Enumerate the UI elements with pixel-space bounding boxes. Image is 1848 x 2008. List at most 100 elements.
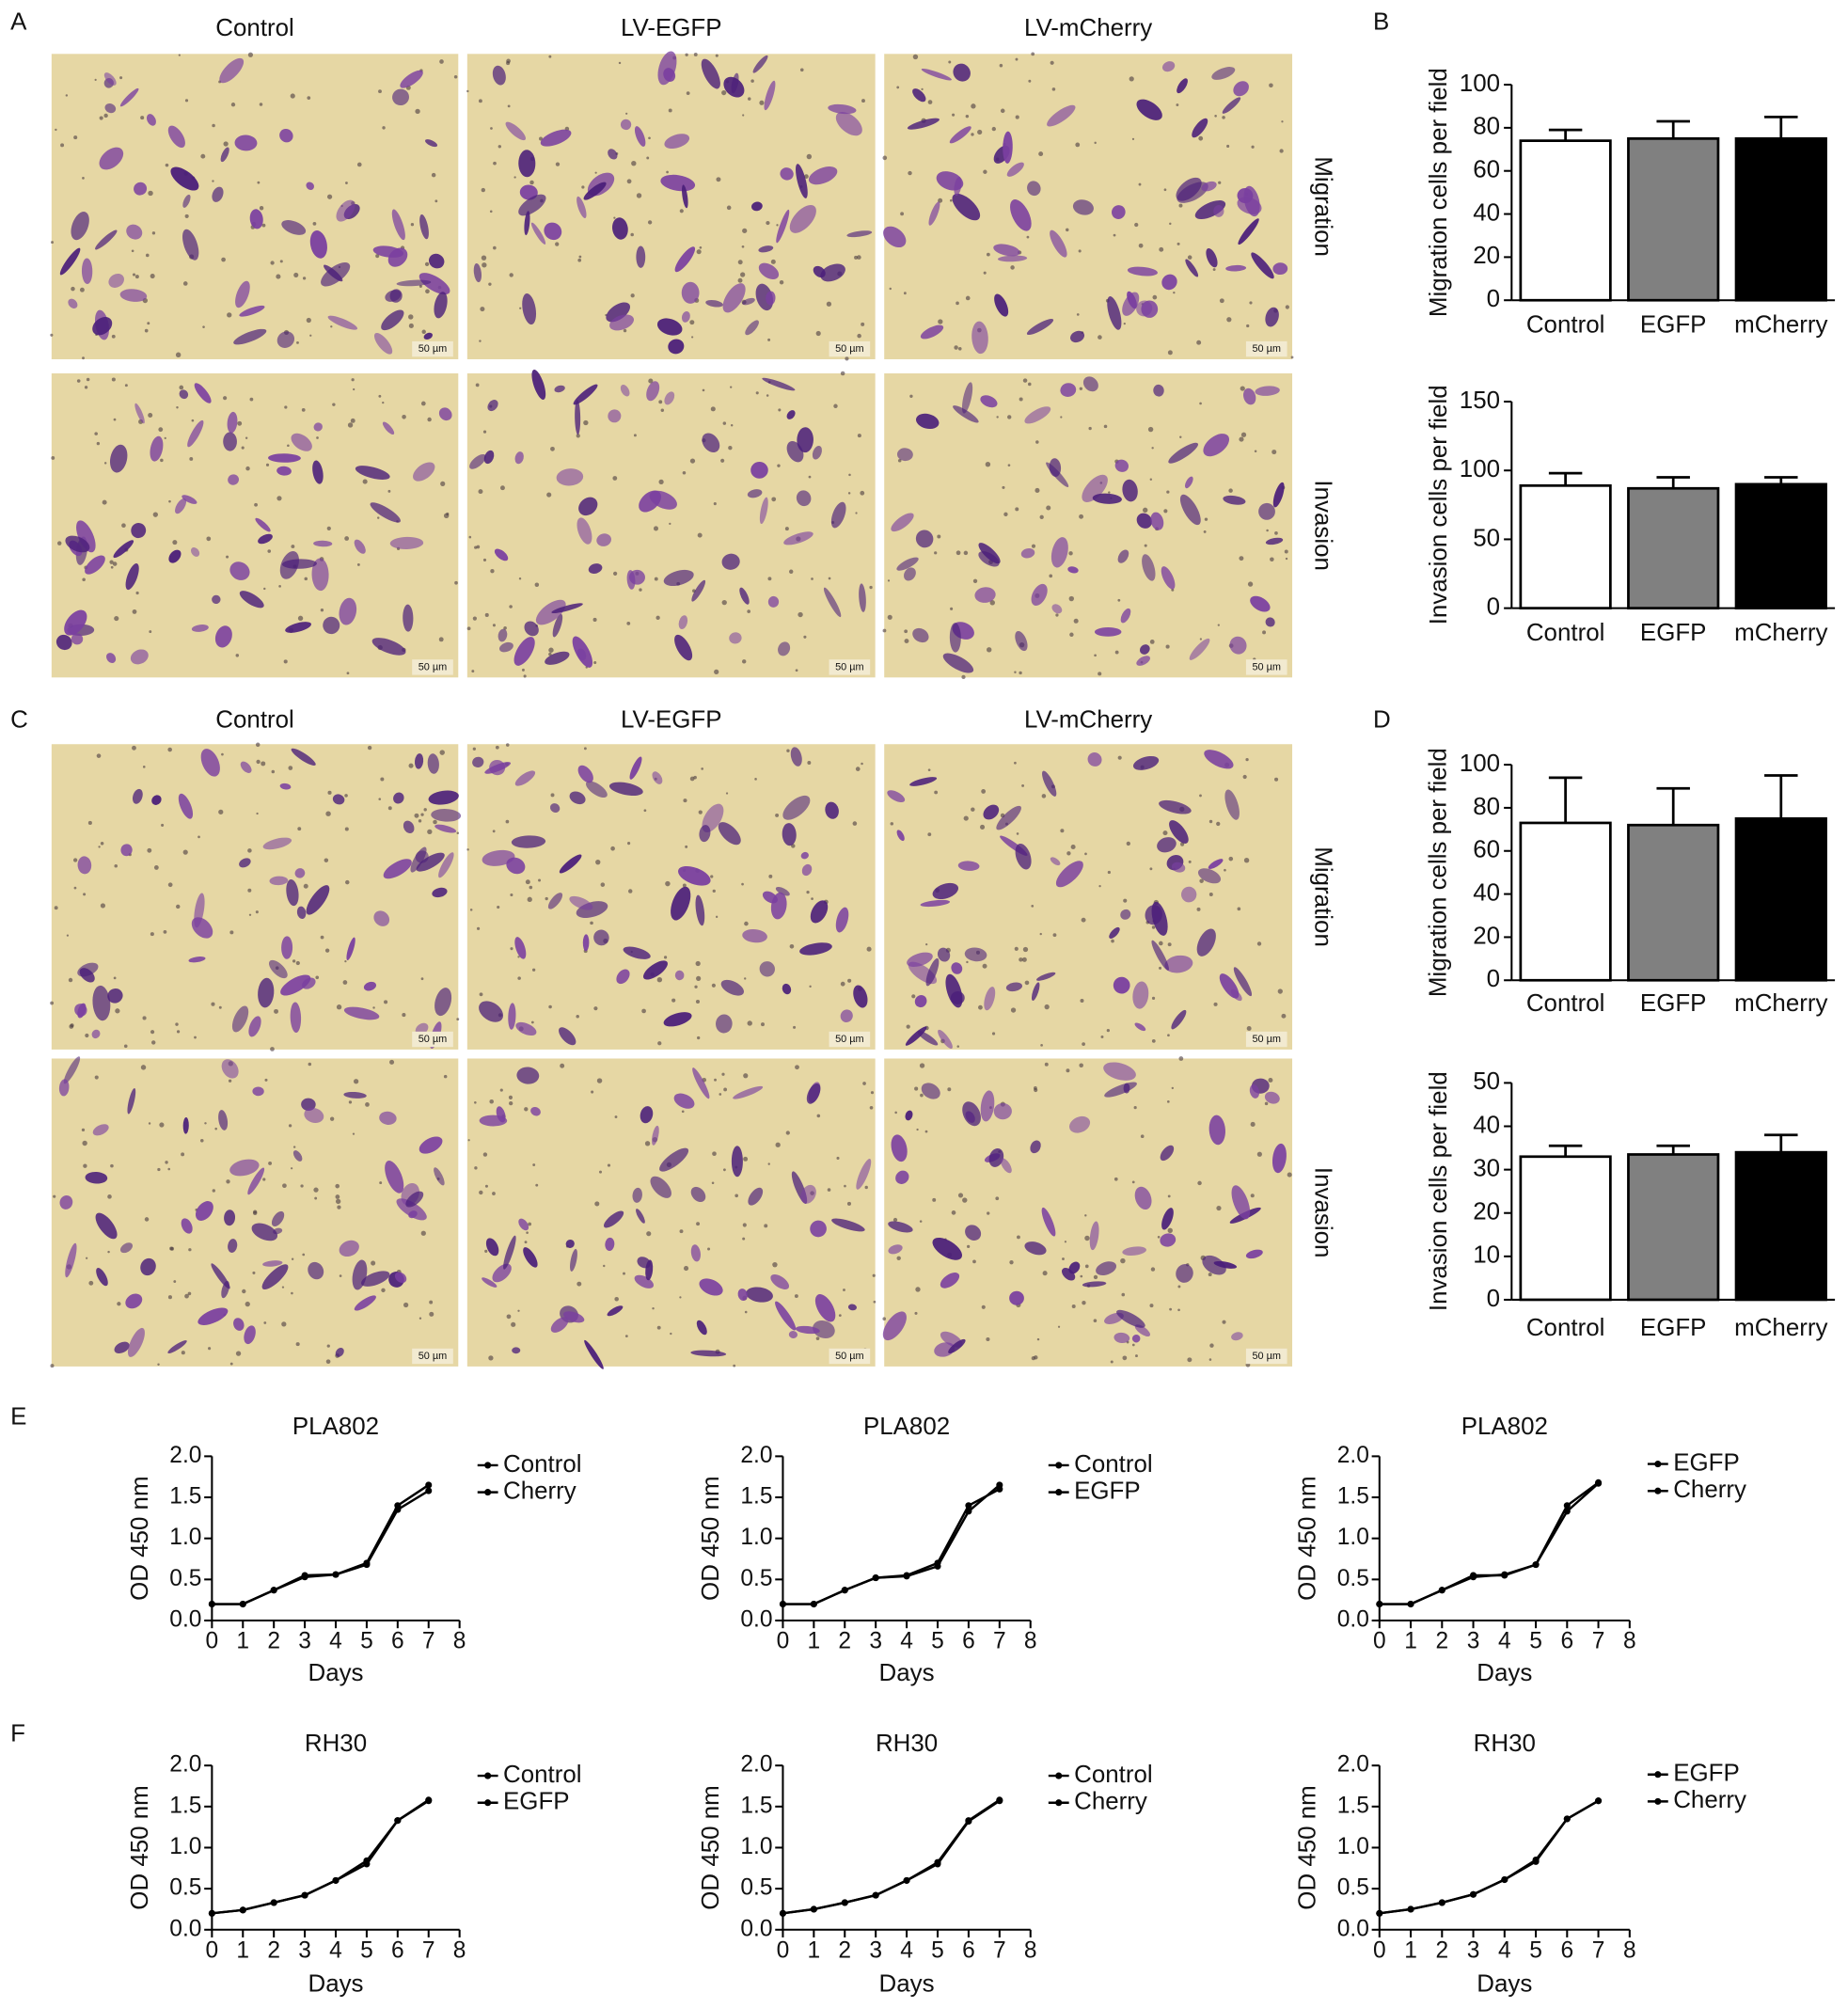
stained-cell [940, 1273, 960, 1289]
stained-cell [668, 339, 685, 355]
stained-cell [508, 1003, 516, 1030]
stained-cell [71, 212, 89, 241]
x-tick-label: 0 [206, 1937, 219, 1963]
pore [548, 652, 552, 656]
pore [793, 1025, 797, 1029]
stained-cell [745, 320, 759, 336]
pore [962, 1197, 968, 1203]
pore [815, 1336, 820, 1340]
y-tick-label: 0.0 [1337, 1606, 1369, 1632]
scale-bar: 50 µm [1252, 343, 1281, 355]
stained-cell [782, 983, 792, 995]
pore [259, 103, 263, 106]
legend-label: Control [1074, 1451, 1153, 1478]
pore [329, 1116, 335, 1121]
chart-title: RH30 [876, 1731, 938, 1757]
pore [712, 889, 716, 893]
pore [1028, 79, 1032, 83]
stained-cell [1069, 1115, 1091, 1133]
pore [719, 1093, 722, 1096]
data-point [1376, 1600, 1383, 1608]
stained-cell [379, 1111, 397, 1125]
pore [88, 1280, 94, 1286]
stained-cell [279, 783, 292, 790]
pore [784, 527, 789, 531]
pore [365, 1102, 370, 1107]
stained-cell [993, 244, 1020, 257]
pore [1135, 1354, 1138, 1358]
stained-cell [1229, 636, 1247, 655]
pore [1117, 598, 1121, 602]
pore [1123, 898, 1128, 903]
stained-cell [952, 193, 981, 221]
pore [980, 824, 986, 830]
stained-cell [1201, 181, 1217, 192]
data-point [332, 1876, 340, 1884]
y-axis-label: Migration cells per field [1426, 748, 1452, 997]
stained-cell [492, 1263, 512, 1283]
series-line [212, 1798, 430, 1915]
pore [292, 959, 296, 963]
stained-cell [255, 517, 271, 532]
stained-cell [1171, 862, 1186, 873]
pore [904, 629, 908, 634]
stained-cell [229, 1159, 260, 1177]
pore [255, 742, 261, 748]
pore [131, 249, 134, 253]
pore [546, 492, 552, 498]
x-tick-label: 8 [1623, 1937, 1636, 1963]
stained-cell [1120, 909, 1131, 920]
pore [182, 281, 188, 286]
pore [743, 1156, 749, 1162]
stained-cell [134, 182, 148, 196]
pore [833, 403, 838, 408]
pore [654, 577, 658, 581]
pore [1240, 432, 1247, 437]
pore [1070, 845, 1076, 850]
stained-cell [281, 559, 317, 569]
pore [94, 1075, 99, 1080]
stained-cell [856, 1159, 872, 1190]
stained-cell [258, 533, 273, 545]
stained-cell [262, 837, 292, 850]
stained-cell [1204, 750, 1234, 769]
stained-cell [1251, 252, 1274, 279]
pore [119, 76, 123, 80]
stained-cell [699, 1278, 723, 1296]
stained-cell [1103, 1062, 1136, 1081]
stained-cell [432, 887, 448, 898]
stained-cell [59, 247, 81, 276]
pore [909, 394, 913, 398]
x-tick-label: 6 [962, 1937, 975, 1963]
pore [1079, 1063, 1083, 1068]
stained-cell [63, 1056, 81, 1084]
pore [175, 1022, 179, 1026]
series-line [1379, 1482, 1600, 1605]
pore [1277, 988, 1283, 994]
pore [161, 823, 165, 827]
pore [307, 96, 311, 100]
scale-bar: 50 µm [835, 1034, 864, 1045]
stained-cell [752, 55, 768, 73]
pore [1122, 1355, 1128, 1361]
stained-cell [823, 587, 842, 618]
stained-cell [1092, 493, 1122, 504]
stained-cell [389, 289, 403, 303]
pore [658, 400, 663, 404]
stained-cell [549, 803, 561, 814]
micrograph-background [884, 1058, 1293, 1367]
pore [1060, 416, 1063, 419]
pore [107, 1250, 110, 1254]
x-tick-label: EGFP [1640, 311, 1707, 338]
stained-cell [907, 118, 940, 130]
pore [1247, 581, 1254, 587]
stained-cell [565, 1240, 575, 1248]
pore [689, 320, 695, 325]
pore [1093, 1274, 1098, 1280]
pore [221, 257, 226, 262]
pore [245, 1301, 250, 1307]
stained-cell [324, 264, 343, 282]
pore [446, 512, 450, 516]
y-axis-label: OD 450 nm [1295, 1785, 1321, 1909]
stained-cell [674, 970, 685, 981]
